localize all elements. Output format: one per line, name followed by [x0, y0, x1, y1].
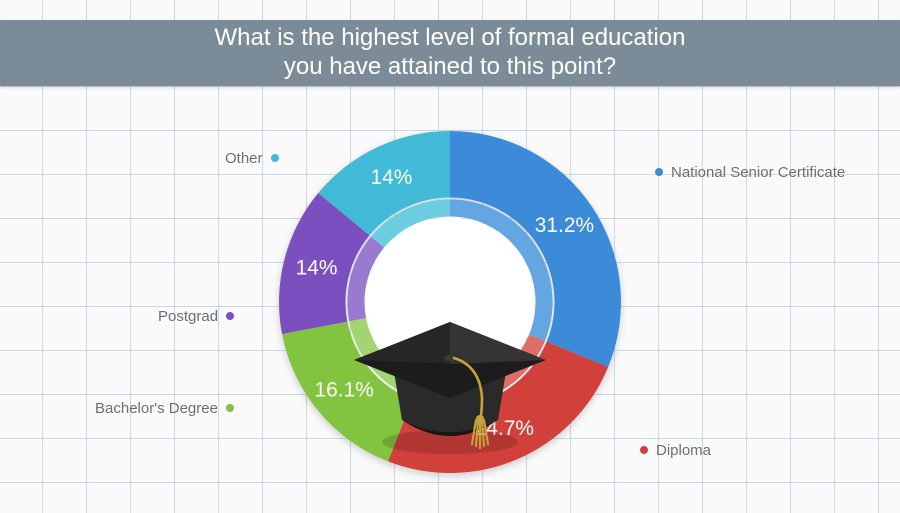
title-bar: What is the highest level of formal educ…: [0, 20, 900, 86]
title-line2: you have attained to this point?: [284, 53, 616, 80]
legend-text-bachelor: Bachelor's Degree: [95, 400, 218, 417]
pct-bachelor: 16.1%: [315, 379, 374, 402]
legend-text-nsc: National Senior Certificate: [671, 164, 845, 181]
legend-postgrad: Postgrad: [158, 308, 234, 325]
legend-dot-other: [271, 154, 279, 162]
legend-bachelor: Bachelor's Degree: [95, 400, 234, 417]
legend-text-diploma: Diploma: [656, 442, 711, 459]
legend-dot-diploma: [640, 446, 648, 454]
pie-svg: 31.2% 24.7% 16.1% 14% 14%: [260, 112, 640, 492]
legend-diploma: Diploma: [640, 442, 711, 459]
legend-nsc: National Senior Certificate: [655, 164, 845, 181]
pct-nsc: 31.2%: [535, 214, 594, 237]
legend-dot-postgrad: [226, 312, 234, 320]
title-text: What is the highest level of formal educ…: [215, 24, 686, 82]
legend-dot-bachelor: [226, 404, 234, 412]
pct-diploma: 24.7%: [475, 417, 534, 440]
pie-chart: 31.2% 24.7% 16.1% 14% 14%: [260, 112, 640, 492]
title-line1: What is the highest level of formal educ…: [215, 24, 686, 51]
legend-text-other: Other: [225, 150, 263, 167]
pct-other: 14%: [370, 166, 412, 189]
legend-dot-nsc: [655, 168, 663, 176]
legend-other: Other: [225, 150, 279, 167]
legend-text-postgrad: Postgrad: [158, 308, 218, 325]
pct-postgrad: 14%: [296, 256, 338, 279]
pie-center: [365, 217, 534, 386]
